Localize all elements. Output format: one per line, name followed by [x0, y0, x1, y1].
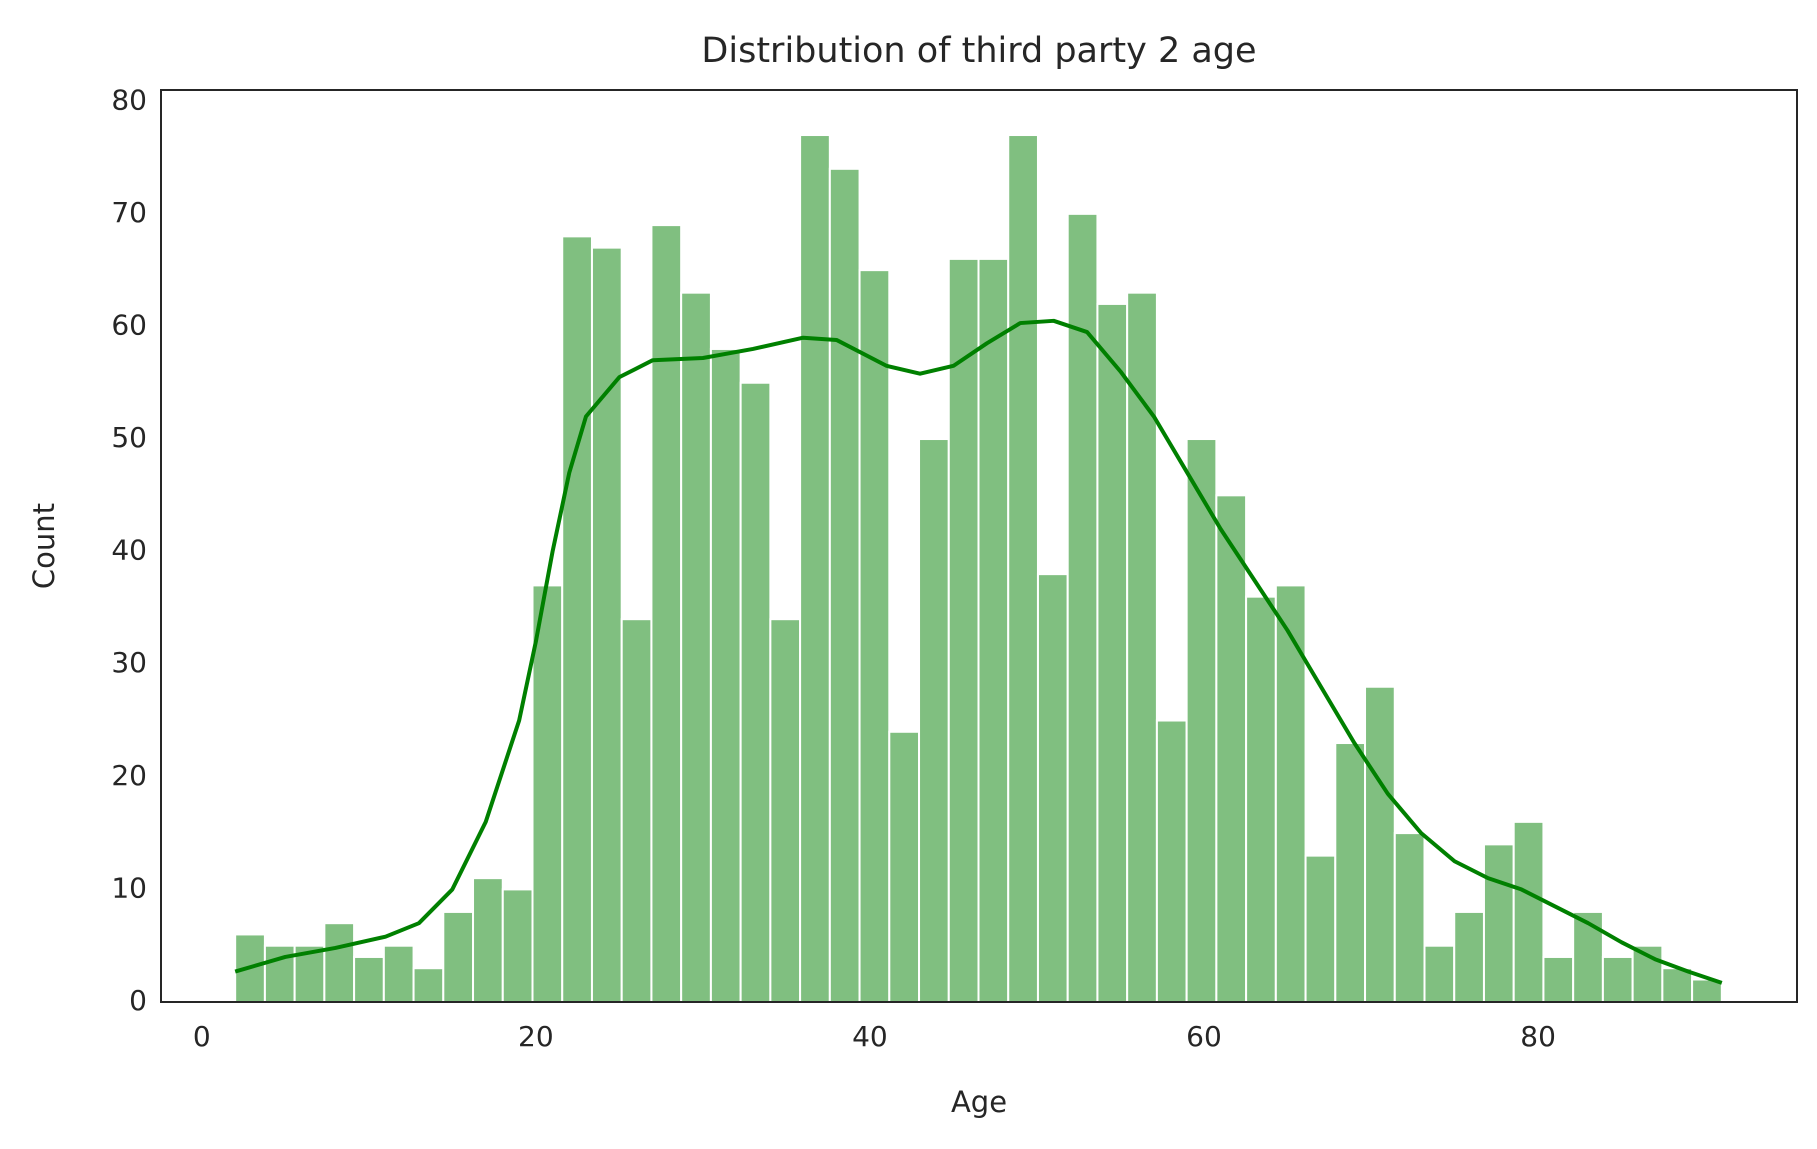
x-tick-label: 20: [518, 1020, 554, 1053]
bar: [531, 584, 564, 1003]
bar: [977, 257, 1010, 1003]
bar: [1245, 595, 1277, 1004]
x-axis-label: Age: [951, 1085, 1007, 1119]
bar: [501, 888, 534, 1003]
bar: [382, 944, 415, 1003]
bar: [590, 246, 623, 1003]
bar: [412, 967, 445, 1004]
bar: [1096, 302, 1129, 1004]
bar: [1453, 910, 1485, 1003]
bar: [1185, 438, 1218, 1003]
bar: [947, 257, 980, 1003]
bar: [769, 618, 802, 1003]
bar: [799, 134, 831, 1003]
bar: [561, 235, 593, 1004]
bar: [1512, 820, 1545, 1004]
y-tick-label: 10: [111, 871, 147, 904]
bar: [1423, 944, 1456, 1003]
bar: [680, 291, 712, 1003]
y-tick-label: 0: [129, 984, 147, 1017]
bar: [1572, 910, 1604, 1003]
bar: [709, 347, 742, 1003]
bar: [1364, 685, 1396, 1003]
bar: [1036, 573, 1069, 1003]
bar: [1334, 742, 1367, 1003]
bar: [918, 438, 950, 1003]
bar: [1482, 843, 1515, 1003]
bar: [888, 730, 921, 1003]
y-tick-label: 70: [111, 196, 147, 229]
chart-title: Distribution of third party 2 age: [701, 31, 1256, 71]
x-tick-label: 60: [1186, 1020, 1222, 1053]
bar: [1393, 832, 1426, 1003]
bar: [650, 224, 683, 1004]
bar: [828, 167, 861, 1003]
bar: [1007, 134, 1039, 1003]
bar: [1304, 854, 1337, 1004]
y-tick-label: 50: [111, 421, 147, 454]
bar: [1155, 719, 1188, 1003]
bar: [1601, 955, 1634, 1003]
y-tick-label: 40: [111, 534, 147, 567]
bar: [472, 877, 504, 1003]
y-tick-label: 60: [111, 308, 147, 341]
bar: [858, 269, 891, 1004]
x-tick-label: 80: [1520, 1020, 1556, 1053]
bar: [1542, 955, 1575, 1003]
bar: [1215, 494, 1248, 1003]
y-axis-label: Count: [27, 503, 61, 589]
kde-line: [234, 318, 1723, 985]
plot-frame: [160, 89, 1798, 1003]
bar: [442, 910, 475, 1003]
bar: [353, 955, 385, 1003]
bar: [1274, 584, 1307, 1003]
y-tick-label: 30: [111, 646, 147, 679]
y-tick-label: 80: [111, 83, 147, 116]
y-tick-label: 20: [111, 759, 147, 792]
x-tick-label: 40: [852, 1020, 888, 1053]
bar: [323, 922, 356, 1003]
x-tick-label: 0: [193, 1020, 211, 1053]
bar: [739, 381, 772, 1004]
bar: [620, 618, 653, 1003]
